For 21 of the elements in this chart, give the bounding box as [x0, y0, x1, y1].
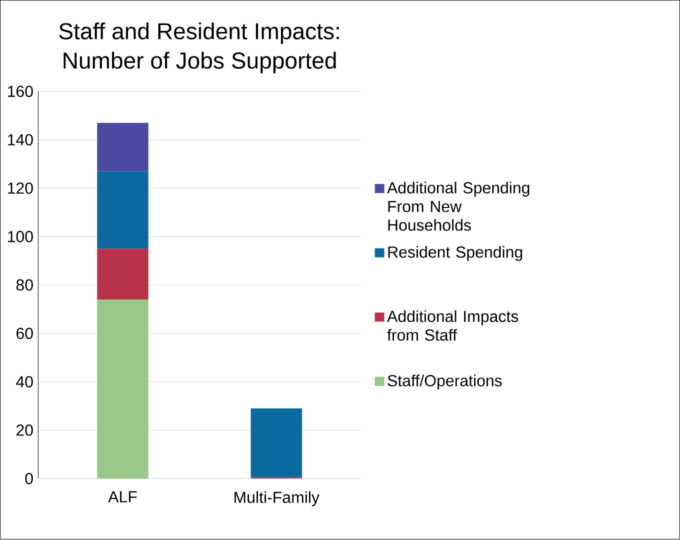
legend-label: Additional Impacts from Staff	[387, 310, 518, 341]
x-tick-label: ALF	[108, 491, 137, 502]
y-tick-label: 80	[16, 280, 33, 291]
y-tick-label: 60	[16, 328, 33, 340]
bar	[97, 123, 148, 172]
y-tick-label: 0	[25, 473, 33, 484]
bar	[97, 300, 148, 479]
legend-label: Additional Spending From New Households	[387, 182, 530, 232]
y-tick-label: 40	[16, 376, 33, 388]
y-tick-label: 20	[16, 424, 33, 436]
legend-label: Resident Spending	[388, 246, 522, 262]
bar	[250, 408, 302, 478]
chart-title: Staff and Resident Impacts: Number of Jobs Supported	[59, 22, 339, 74]
y-tick-label: 140	[8, 134, 33, 146]
x-tick-label: Multi-Family	[234, 491, 320, 506]
y-tick-label: 100	[8, 231, 33, 242]
y-tick-label: 160	[8, 86, 33, 98]
bar	[97, 171, 148, 249]
y-tick-label: 120	[8, 182, 33, 194]
bar	[97, 248, 148, 300]
legend-label: Staff/Operations	[388, 374, 502, 390]
